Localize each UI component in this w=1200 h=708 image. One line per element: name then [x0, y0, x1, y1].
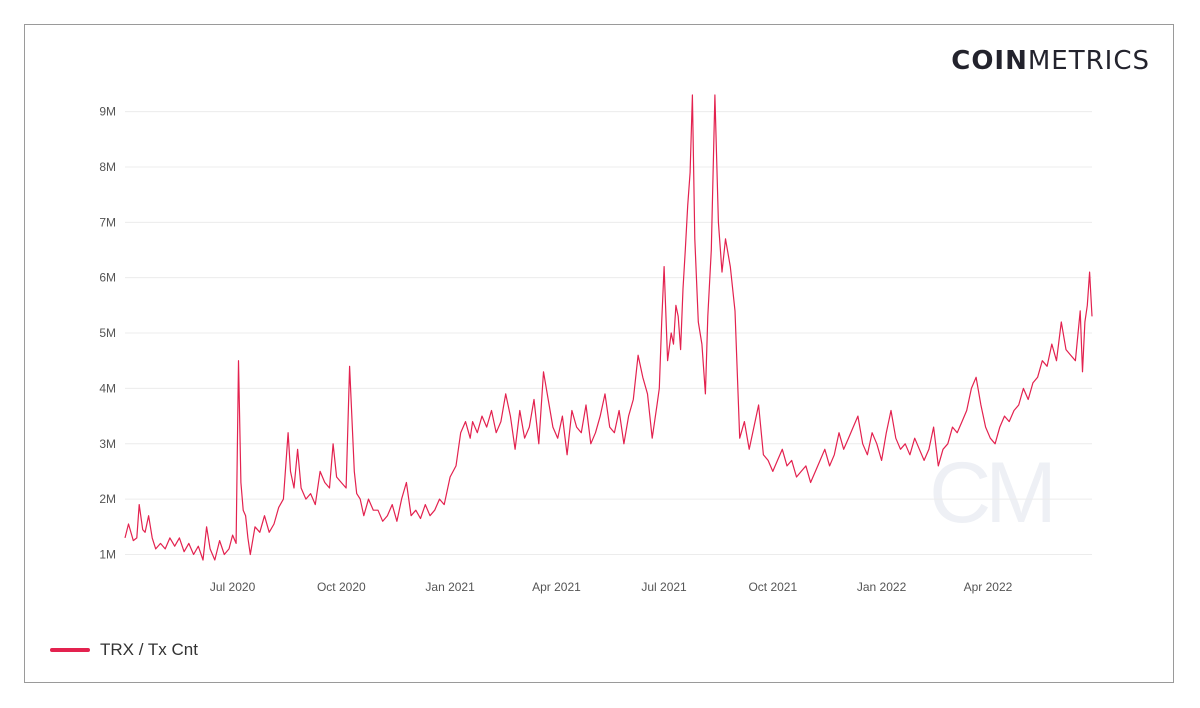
cm-watermark: CM	[929, 445, 1051, 541]
x-tick-label: Jul 2020	[210, 580, 256, 594]
legend-swatch	[50, 648, 90, 652]
y-tick-label: 3M	[99, 437, 116, 451]
legend[interactable]: TRX / Tx Cnt	[50, 640, 198, 660]
y-tick-label: 8M	[99, 160, 116, 174]
gridlines	[125, 111, 1092, 555]
y-tick-label: 5M	[99, 326, 116, 340]
x-tick-label: Jan 2022	[857, 580, 907, 594]
x-tick-label: Jul 2021	[641, 580, 687, 594]
x-tick-label: Apr 2022	[964, 580, 1013, 594]
y-tick-label: 4M	[99, 381, 116, 395]
x-tick-label: Oct 2020	[317, 580, 366, 594]
x-tick-label: Oct 2021	[748, 580, 797, 594]
logo-regular-part: METRICS	[1027, 46, 1150, 76]
y-tick-label: 9M	[99, 105, 116, 119]
y-tick-label: 1M	[99, 547, 116, 561]
series-group	[124, 94, 1093, 561]
chart-frame	[24, 24, 1174, 683]
x-tick-label: Jan 2021	[425, 580, 475, 594]
x-tick-label: Apr 2021	[532, 580, 581, 594]
y-axis: 1M 2M 3M 4M 5M 6M 7M 8M 9M	[99, 105, 116, 562]
y-tick-label: 7M	[99, 215, 116, 229]
x-axis: Jul 2020 Oct 2020 Jan 2021 Apr 2021 Jul 2021…	[210, 580, 1013, 594]
logo-bold-part: COIN	[951, 46, 1028, 76]
y-tick-label: 6M	[99, 271, 116, 285]
y-tick-label: 2M	[99, 492, 116, 506]
coinmetrics-logo: COINMETRICS	[951, 46, 1150, 76]
legend-label: TRX / Tx Cnt	[100, 640, 198, 659]
series-line-trx-tx-cnt	[124, 94, 1093, 561]
